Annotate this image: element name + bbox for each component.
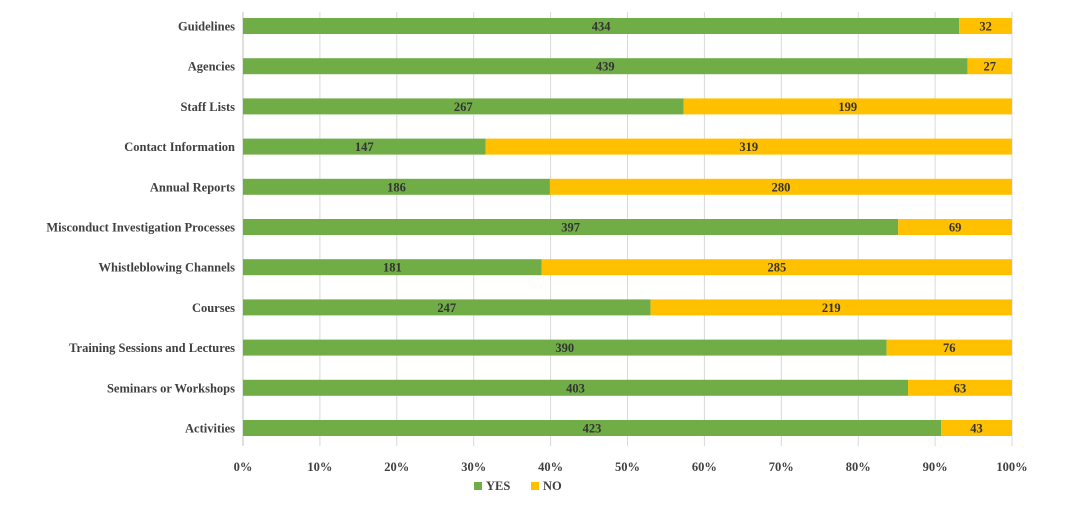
data-label-yes: 247	[437, 301, 456, 315]
data-label-yes: 186	[387, 180, 406, 194]
bar-yes	[243, 219, 899, 235]
bar-yes	[243, 379, 909, 396]
x-tick-label: 60%	[692, 460, 717, 474]
bar-yes	[243, 98, 684, 115]
legend-label-yes: YES	[486, 479, 510, 493]
x-tick-labels: 0% 10% 20% 30% 40% 50% 60% 70% 80% 90% 100%	[234, 460, 1028, 474]
data-label-no: 63	[954, 381, 967, 395]
data-label-yes: 434	[592, 20, 612, 34]
data-label-yes: 439	[596, 60, 615, 74]
legend-swatch-yes	[474, 482, 482, 490]
x-tick-label: 80%	[846, 460, 871, 474]
x-tick-label: 50%	[615, 460, 640, 474]
category-label: Agencies	[188, 60, 235, 74]
x-tick-label: 70%	[769, 460, 794, 474]
x-tick-label: 0%	[234, 460, 253, 474]
data-label-no: 43	[970, 422, 983, 436]
data-label-yes: 403	[566, 381, 585, 395]
bar-no	[941, 420, 1012, 436]
category-label: Whistleblowing Channels	[99, 261, 236, 275]
category-label: Contact Information	[124, 140, 235, 154]
category-labels: Guidelines Agencies Staff Lists Contact Inf…	[46, 20, 235, 436]
data-label-no: 27	[983, 60, 996, 74]
bar-no	[886, 339, 1012, 356]
category-label: Annual Reports	[150, 180, 235, 194]
category-label: Courses	[192, 301, 235, 315]
data-label-yes: 181	[383, 261, 402, 275]
x-tick-label: 20%	[384, 460, 409, 474]
x-tick-label: 10%	[307, 460, 332, 474]
bar-no	[549, 178, 1012, 195]
category-label: Activities	[185, 422, 235, 436]
bar-yes	[243, 178, 550, 195]
category-label: Guidelines	[178, 20, 235, 34]
legend-label-no: NO	[543, 479, 562, 493]
category-label: Misconduct Investigation Processes	[46, 221, 235, 235]
bar-yes	[243, 259, 542, 276]
bar-yes	[243, 18, 960, 34]
data-label-no: 76	[943, 341, 956, 355]
bar-no	[898, 219, 1012, 235]
data-label-no: 285	[767, 261, 786, 275]
data-label-yes: 397	[561, 221, 580, 235]
x-tick-label: 100%	[996, 460, 1027, 474]
data-label-yes: 390	[555, 341, 574, 355]
x-tick-label: 40%	[538, 460, 563, 474]
x-tick-label: 30%	[461, 460, 486, 474]
bar-yes	[243, 138, 486, 155]
data-label-no: 69	[949, 221, 962, 235]
bars: 434 32 439 27 267 199 147 319 186 280 397 69 181 285 2…	[243, 18, 1012, 436]
bar-yes	[243, 339, 887, 356]
bar-no	[485, 138, 1012, 155]
bar-no	[908, 379, 1012, 396]
bar-no	[967, 58, 1012, 75]
category-label: Training Sessions and Lectures	[69, 341, 235, 355]
x-tick-label: 90%	[923, 460, 948, 474]
bar-yes	[243, 58, 968, 75]
legend: YES NO	[474, 479, 562, 493]
data-label-no: 199	[838, 100, 857, 114]
data-label-no: 280	[772, 180, 791, 194]
data-label-yes: 267	[454, 100, 473, 114]
data-label-no: 319	[739, 140, 758, 154]
data-label-no: 219	[822, 301, 841, 315]
bar-yes	[243, 420, 942, 436]
data-label-no: 32	[979, 20, 992, 34]
data-label-yes: 423	[583, 422, 602, 436]
bar-yes	[243, 299, 651, 316]
category-label: Seminars or Workshops	[107, 381, 235, 395]
legend-swatch-no	[531, 482, 539, 490]
category-label: Staff Lists	[180, 100, 235, 114]
bar-no	[959, 18, 1012, 34]
data-label-yes: 147	[355, 140, 374, 154]
bar-no	[650, 299, 1012, 316]
bar-no	[541, 259, 1012, 276]
bar-no	[683, 98, 1012, 115]
